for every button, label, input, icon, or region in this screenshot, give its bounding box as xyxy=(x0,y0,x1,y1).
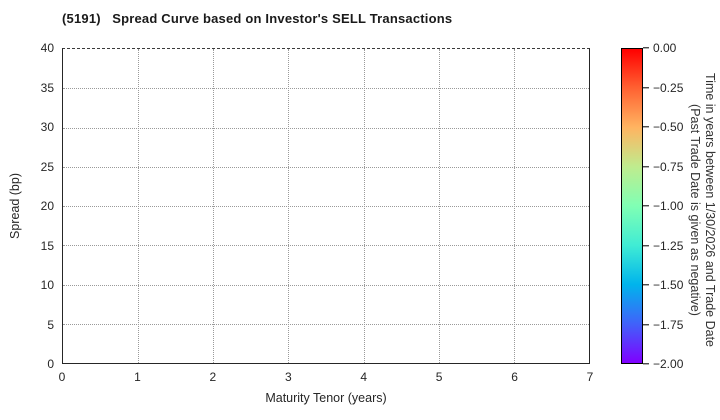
colorbar-tick-mark xyxy=(643,205,649,207)
x-tick-label: 3 xyxy=(284,370,292,384)
gridline-horizontal xyxy=(63,323,589,325)
gridline-horizontal xyxy=(63,245,589,247)
colorbar-tick-mark xyxy=(643,165,649,168)
gridline-horizontal xyxy=(63,88,589,90)
x-tick-label: 6 xyxy=(511,370,518,384)
colorbar-tick-mark xyxy=(643,86,649,89)
y-tick-label: 20 xyxy=(40,199,54,213)
gridline-horizontal xyxy=(63,166,589,168)
colorbar-tick-label: 0.00 xyxy=(653,41,677,55)
x-axis-ticks: 0 1 2 3 4 5 6 7 xyxy=(58,370,594,386)
colorbar-ticks: 0.00 −0.25 −0.50 −0.75 −1.00 −1.25 −1.50 −1.75 −… xyxy=(643,41,718,371)
colorbar-gradient xyxy=(621,48,643,364)
colorbar-tick-mark xyxy=(643,47,649,49)
x-tick-label: 7 xyxy=(586,370,594,384)
x-axis-label: Maturity Tenor (years) xyxy=(265,391,387,405)
y-tick-label: 10 xyxy=(40,278,54,292)
y-axis-ticks: 0 5 10 15 20 25 30 35 40 xyxy=(0,41,54,371)
y-tick-label: 5 xyxy=(47,317,54,332)
y-tick-label: 30 xyxy=(40,120,54,134)
gridline-horizontal xyxy=(63,127,589,129)
colorbar-tick-label: −0.50 xyxy=(653,120,684,134)
colorbar-tick-label: −0.75 xyxy=(653,159,684,174)
y-tick-label: 0 xyxy=(47,357,54,371)
colorbar-tick-mark xyxy=(643,244,649,247)
x-tick-label: 4 xyxy=(360,370,368,384)
colorbar-tick-label: −1.00 xyxy=(653,199,684,213)
colorbar-label-line1: Time in years between 1/30/2026 and Trad… xyxy=(703,72,717,348)
colorbar-tick-mark xyxy=(643,323,649,326)
colorbar-label-line2: (Past Trade Date is given as negative) xyxy=(688,104,702,316)
colorbar-tick-mark xyxy=(643,284,649,286)
colorbar-tick-label: −2.00 xyxy=(653,357,684,371)
colorbar-tick-mark xyxy=(643,126,649,128)
x-tick-label: 5 xyxy=(435,370,443,384)
x-tick-label: 2 xyxy=(209,370,217,384)
x-tick-label: 1 xyxy=(134,370,141,384)
colorbar-tick-mark xyxy=(643,363,649,365)
y-tick-label: 25 xyxy=(40,159,54,174)
gridline-horizontal xyxy=(63,284,589,286)
gridline-horizontal xyxy=(63,206,589,207)
y-tick-label: 40 xyxy=(40,41,54,55)
colorbar-tick-label: −1.25 xyxy=(653,238,684,253)
x-tick-label: 0 xyxy=(58,370,66,384)
colorbar-tick-label: −1.50 xyxy=(653,278,684,292)
y-tick-label: 35 xyxy=(40,80,54,95)
colorbar-label: Time in years between 1/30/2026 and Trad… xyxy=(687,73,717,347)
colorbar-tick-label: −1.75 xyxy=(653,317,684,332)
y-tick-label: 15 xyxy=(40,238,54,253)
chart-title: (5191) Spread Curve based on Investor's … xyxy=(62,11,453,26)
colorbar-tick-label: −0.25 xyxy=(653,80,684,95)
plot-area xyxy=(62,48,590,364)
